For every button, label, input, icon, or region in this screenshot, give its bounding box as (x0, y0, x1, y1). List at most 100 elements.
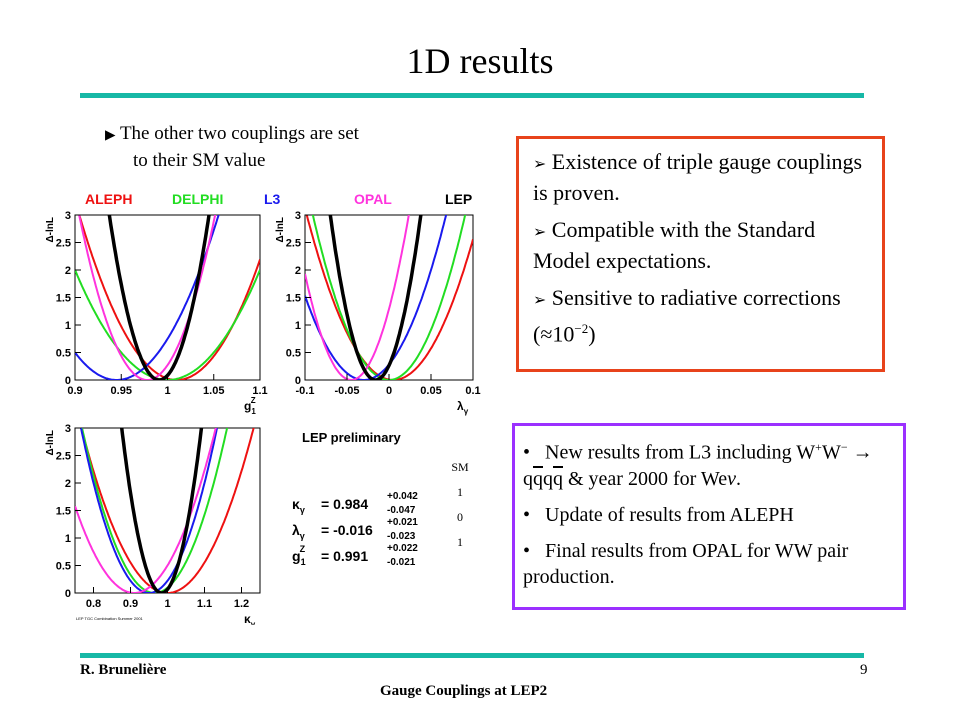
result-g1z-symbol: g1Z (292, 544, 306, 567)
combination-footnote: LEP TGC Combination Summer 2001 (76, 616, 144, 621)
x-axis-label: λγ (457, 399, 469, 416)
y-tick-label: 0.5 (286, 348, 301, 360)
tgc-likelihood-figure: ALEPH DELPHI L3 OPAL LEP 0 0.5 1 1.5 2 2.5 3 0.… (45, 191, 481, 625)
y-tick-label: 1.5 (56, 293, 71, 305)
x-axis-label: g1Z (244, 396, 256, 416)
y-tick-label: 2.5 (56, 238, 71, 250)
curve-opal-kappa (75, 428, 217, 593)
curve-delphi-g1z (75, 269, 260, 380)
sm-value-kappa: 1 (457, 485, 463, 499)
update-item-aleph: • Update of results from ALEPH (523, 503, 794, 526)
arrow-bullet-icon: ➢ (533, 290, 547, 309)
result-lambda-minus: -0.023 (387, 531, 416, 542)
curve-opal-lambda (305, 215, 410, 380)
y-tick-label: 2.5 (56, 451, 71, 463)
x-tick-label: 1.05 (203, 385, 224, 397)
legend-aleph: ALEPH (85, 191, 132, 207)
x-tick-label: -0.1 (296, 385, 315, 397)
page-number: 9 (860, 662, 868, 678)
y-tick-label: 2 (295, 265, 301, 277)
triangle-bullet-icon: ▶ (105, 127, 116, 143)
sm-column: SM 1 0 1 (450, 460, 470, 550)
legend-opal: OPAL (354, 191, 392, 207)
result-kappa-minus: -0.047 (387, 505, 416, 516)
x-tick-label: 1.1 (197, 598, 212, 610)
x-tick-label: 0.9 (123, 598, 138, 610)
arrow-bullet-icon: ➢ (533, 222, 547, 241)
x-tick-label: 1.2 (234, 598, 249, 610)
x-tick-label: -0.05 (334, 385, 359, 397)
updates-box: • New results from L3 including W+W− → q… (512, 423, 906, 610)
curve-l3-g1z (75, 215, 220, 380)
results-heading: LEP preliminary (302, 430, 402, 445)
results-summary: LEP preliminary κγ = 0.984 +0.042 -0.047… (76, 430, 418, 621)
curve-lep-g1z (107, 215, 211, 380)
curve-delphi-lambda (311, 215, 467, 380)
x-tick-label: 0.8 (86, 598, 101, 610)
curve-opal-g1z (78, 215, 217, 380)
y-tick-label: 2.5 (286, 238, 301, 250)
y-tick-label: 0 (65, 375, 71, 387)
curve-aleph-kappa (80, 428, 255, 593)
update-item-l3: • New results from L3 including W+W− → q… (523, 440, 873, 490)
y-axis-label: Δ-lnL (45, 430, 56, 456)
footer-title: Gauge Couplings at LEP2 (380, 683, 548, 699)
conclusion-item: ➢ Sensitive to radiative corrections (≈1… (533, 285, 841, 347)
x-tick-label: 1 (164, 598, 170, 610)
sm-value-g1z: 1 (457, 535, 463, 549)
x-tick-label: 0 (386, 385, 392, 397)
result-lambda-value: = -0.016 (321, 522, 373, 538)
x-axis-label: κγ (244, 612, 256, 625)
y-tick-label: 0.5 (56, 348, 71, 360)
note-line-2: to their SM value (133, 150, 266, 171)
result-kappa-symbol: κγ (292, 496, 305, 515)
y-axis-label: Δ-lnL (275, 217, 286, 243)
y-tick-label: 3 (65, 423, 71, 435)
arrow-bullet-icon: ➢ (533, 154, 547, 173)
conclusions-box: ➢ Existence of triple gauge couplings is… (516, 136, 885, 372)
update-item-opal: • Final results from OPAL for WW pair pr… (523, 539, 849, 588)
x-tick-label: 0.95 (111, 385, 132, 397)
y-tick-label: 0 (295, 375, 301, 387)
top-rule (80, 93, 864, 98)
legend: ALEPH DELPHI L3 OPAL LEP (85, 191, 472, 207)
result-g1z-plus: +0.022 (387, 543, 418, 554)
y-tick-label: 0 (65, 588, 71, 600)
y-tick-label: 1 (65, 533, 71, 545)
y-tick-label: 1.5 (286, 293, 301, 305)
slide-title: 1D results (406, 41, 554, 81)
result-lambda-symbol: λγ (292, 522, 305, 541)
plot-frame (74, 214, 261, 381)
panel-kappa: 0 0.5 1 1.5 2 2.5 3 0.8 0.9 1 1.1 1.2 Δ-lnL κγ (45, 423, 261, 625)
legend-lep: LEP (445, 191, 472, 207)
x-tick-label: 1 (164, 385, 170, 397)
conclusion-item: ➢ Compatible with the Standard Model exp… (533, 217, 816, 273)
couplings-note: ▶ The other two couplings are set to the… (105, 121, 359, 174)
result-kappa-value: = 0.984 (321, 496, 368, 512)
y-tick-label: 1 (295, 320, 301, 332)
result-g1z-value: = 0.991 (321, 548, 368, 564)
legend-delphi: DELPHI (172, 191, 223, 207)
y-tick-label: 1.5 (56, 506, 71, 518)
x-tick-label: 0.1 (465, 385, 480, 397)
y-tick-label: 2 (65, 478, 71, 490)
legend-l3: L3 (264, 191, 281, 207)
plot-frame (304, 214, 474, 381)
sm-header: SM (451, 460, 469, 474)
y-axis-label: Δ-lnL (45, 217, 56, 243)
y-tick-label: 3 (65, 210, 71, 222)
result-lambda-plus: +0.021 (387, 517, 418, 528)
y-tick-label: 3 (295, 210, 301, 222)
sm-value-lambda: 0 (457, 510, 463, 524)
curve-lep-lambda (328, 215, 423, 380)
x-tick-label: 1.1 (252, 385, 267, 397)
result-kappa-plus: +0.042 (387, 491, 418, 502)
panel-lambda: 0 0.5 1 1.5 2 2.5 3 -0.1 -0.05 0 0.05 0.1 Δ-lnL λγ (275, 210, 481, 416)
conclusion-item: ➢ Existence of triple gauge couplings is… (533, 149, 863, 205)
y-tick-label: 0.5 (56, 561, 71, 573)
curve-aleph-g1z (78, 215, 260, 380)
panel-g1z: 0 0.5 1 1.5 2 2.5 3 0.9 0.95 1 1.05 1.1 Δ-lnL g1Z (45, 210, 268, 416)
y-tick-label: 1 (65, 320, 71, 332)
y-tick-label: 2 (65, 265, 71, 277)
result-g1z-minus: -0.021 (387, 557, 416, 568)
